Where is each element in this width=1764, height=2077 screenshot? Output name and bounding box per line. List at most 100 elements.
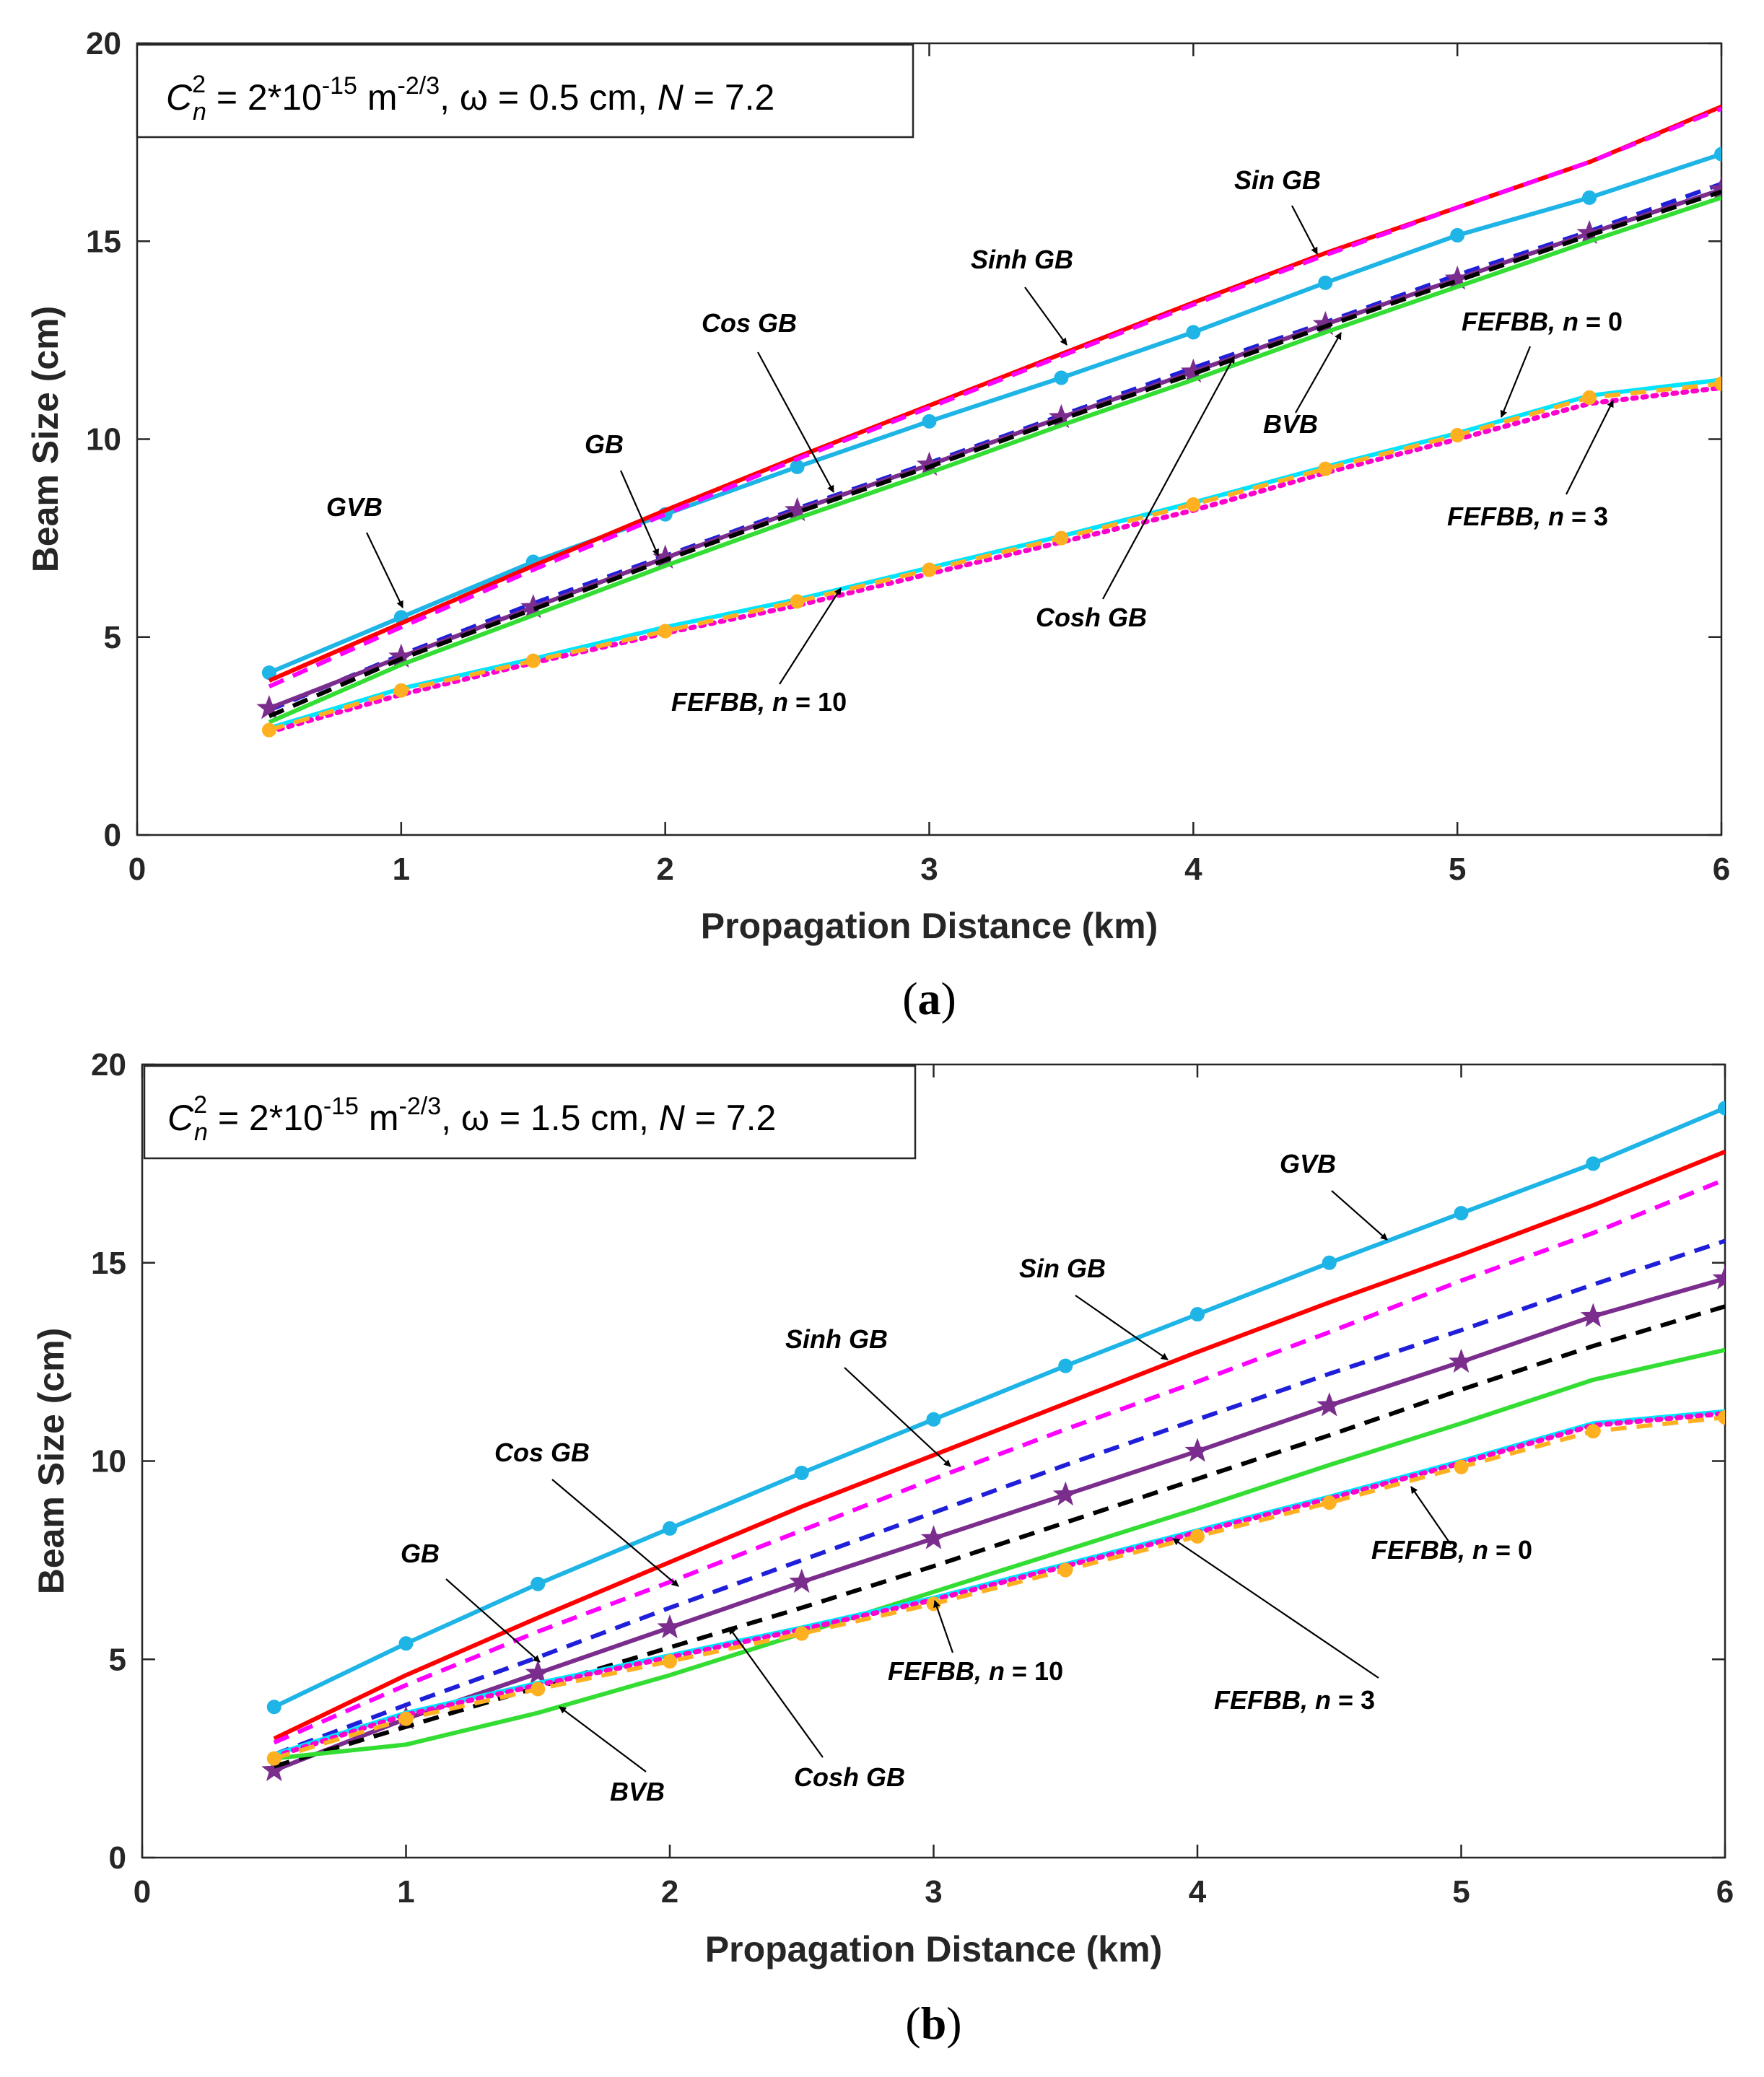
- y-tick-label: 0: [109, 1840, 126, 1876]
- data-point-gvb: [266, 1700, 281, 1715]
- annotation-arrow: [933, 1600, 954, 1653]
- annotation-name: GVB: [1280, 1149, 1336, 1179]
- data-point-gvb: [790, 459, 805, 474]
- data-point-gvb: [1186, 325, 1201, 340]
- data-point-fefbb-n-10: [1714, 376, 1721, 391]
- y-axis-label: Beam Size (cm): [31, 1328, 71, 1595]
- data-point-gb: [1052, 1481, 1078, 1506]
- annotation-n: n: [989, 1656, 1005, 1686]
- annotation-name: FEFBB,: [1214, 1685, 1308, 1715]
- series-line-gvb: [268, 152, 1721, 675]
- info-exp2: -2/3: [398, 72, 440, 100]
- caption-paren-open: (: [902, 973, 917, 1024]
- data-point-gvb: [1054, 370, 1069, 385]
- data-point-fefbb-n-10: [1718, 1410, 1725, 1425]
- data-point-gvb: [1318, 275, 1333, 290]
- info-box: [136, 43, 914, 139]
- annotation-arrow: [551, 1479, 679, 1587]
- y-tick-label: 20: [86, 26, 121, 61]
- data-point-gb: [261, 1757, 287, 1782]
- annotation-label: Cos GB: [494, 1438, 590, 1467]
- data-point-fefbb-n-10: [922, 562, 937, 577]
- annotation-name: GVB: [326, 492, 383, 522]
- annotation-label: Sinh GB: [785, 1324, 888, 1354]
- x-tick-label: 5: [1452, 1874, 1470, 1910]
- annotation-name: Cos GB: [494, 1438, 590, 1467]
- x-tick-label: 4: [1184, 852, 1202, 887]
- info-omega: , ω = 1.5 cm,: [441, 1098, 659, 1138]
- annotation-name: GB: [401, 1539, 440, 1568]
- annotation-arrow: [757, 351, 834, 493]
- data-point-fefbb-n-10: [658, 624, 673, 639]
- annotation-name: Sinh GB: [785, 1324, 888, 1354]
- x-tick-label: 4: [1189, 1874, 1207, 1910]
- annotation-name: BVB: [1263, 409, 1318, 439]
- series-line-cosh-gb: [273, 1304, 1725, 1769]
- y-axis-label: Beam Size (cm): [25, 306, 66, 573]
- annotation-arrow: [844, 1367, 951, 1467]
- info-exp1: -15: [323, 1093, 359, 1120]
- x-tick-label: 1: [393, 852, 410, 887]
- data-point-fefbb-n-10: [1582, 390, 1597, 405]
- data-point-fefbb-n-10: [794, 1626, 809, 1641]
- annotation-space: [1308, 1685, 1315, 1715]
- x-axis-label: Propagation Distance (km): [705, 1929, 1162, 1969]
- data-point-gb: [1180, 358, 1206, 383]
- series-line-gvb: [273, 1106, 1725, 1709]
- series-line-bvb: [274, 1347, 1725, 1761]
- data-point-gb: [1184, 1438, 1210, 1462]
- data-point-gb: [789, 1568, 815, 1593]
- info-nval: = 7.2: [685, 1098, 777, 1138]
- data-point-gvb: [794, 1465, 809, 1480]
- annotation-name: Sinh GB: [971, 245, 1073, 274]
- annotation-n: n: [1472, 1535, 1488, 1565]
- info-cn: C: [166, 77, 193, 118]
- x-tick-label: 2: [661, 1874, 678, 1910]
- annotation-arrow: [1566, 400, 1614, 495]
- annotation-label: FEFBB, n = 0: [1371, 1535, 1532, 1565]
- annotation-label: GB: [585, 429, 624, 459]
- y-tick-label: 10: [86, 422, 121, 458]
- series-line-sin-gb: [273, 1150, 1725, 1741]
- annotation-value: = 10: [1005, 1656, 1063, 1686]
- annotation-arrow: [1291, 205, 1318, 255]
- data-point-fefbb-n-10: [1586, 1424, 1601, 1439]
- data-point-fefbb-n-10: [1454, 1459, 1469, 1474]
- data-point-gb: [525, 1660, 551, 1684]
- x-axis-label: Propagation Distance (km): [701, 906, 1158, 946]
- data-point-gvb: [1714, 147, 1721, 162]
- info-box: [143, 1064, 917, 1160]
- annotation-label: BVB: [610, 1777, 665, 1806]
- info-eq: = 2*10: [208, 1098, 323, 1138]
- annotation-arrow: [1410, 1486, 1451, 1545]
- data-point-gb: [1048, 403, 1074, 429]
- data-point-fefbb-n-10: [261, 722, 276, 738]
- data-point-fefbb-n-10: [1190, 1529, 1205, 1544]
- data-point-gb: [785, 497, 811, 522]
- data-point-gb: [916, 451, 943, 476]
- annotation-label: FEFBB, n = 10: [671, 687, 847, 717]
- data-point-fefbb-n-10: [663, 1653, 677, 1669]
- annotation-arrow: [779, 587, 842, 685]
- annotation-arrow: [1075, 1295, 1169, 1360]
- data-point-fefbb-n-10: [1058, 1562, 1073, 1578]
- annotation-label: FEFBB, n = 10: [888, 1656, 1063, 1686]
- caption-paren-close: ): [941, 973, 956, 1024]
- data-point-gb: [1576, 219, 1602, 245]
- series-line-fefbb-n-3: [266, 385, 1721, 735]
- annotation-arrow: [1102, 356, 1235, 600]
- data-point-fefbb-n-10: [1322, 1495, 1337, 1510]
- annotation-value: = 3: [1331, 1685, 1375, 1715]
- caption-letter: a: [918, 973, 941, 1024]
- annotation-label: Sinh GB: [971, 245, 1073, 274]
- data-point-gb: [920, 1525, 947, 1549]
- annotation-name: Cos GB: [702, 308, 797, 338]
- annotation-value: = 10: [788, 687, 847, 717]
- annotation-name: BVB: [610, 1777, 665, 1806]
- annotation-label: Sin GB: [1019, 1254, 1106, 1283]
- annotation-label: Cos GB: [702, 308, 797, 338]
- data-point-gvb: [926, 1412, 941, 1427]
- y-tick-label: 20: [91, 1047, 126, 1083]
- annotation-space: [765, 687, 772, 717]
